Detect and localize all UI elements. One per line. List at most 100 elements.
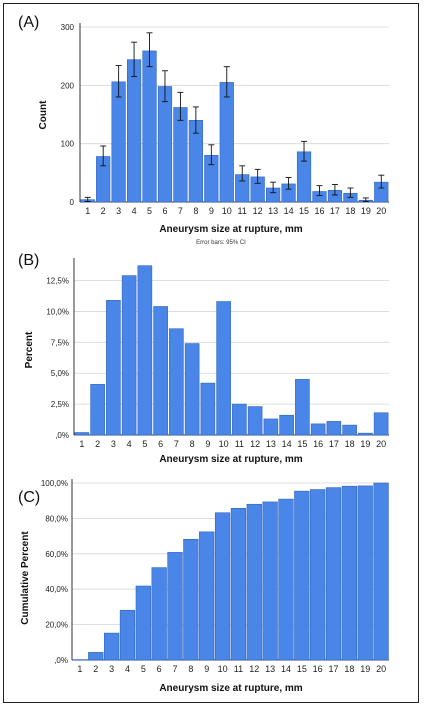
x-tick-label: 9 — [209, 206, 214, 216]
bar-7 — [169, 328, 184, 436]
panel-letter-a: (A) — [18, 14, 39, 31]
bar-4 — [126, 59, 142, 203]
bar-1 — [72, 659, 88, 661]
bar-16 — [310, 489, 326, 661]
x-tick-label: 13 — [265, 664, 275, 674]
bar-15 — [294, 490, 310, 661]
x-tick-label: 5 — [147, 206, 152, 216]
x-tick-label: 10 — [218, 664, 228, 674]
bar-15 — [295, 379, 310, 436]
y-tick-label: 7,5% — [51, 338, 69, 347]
y-axis-title-a: Count — [38, 100, 49, 130]
bar-11 — [232, 403, 247, 436]
x-tick-label: 12 — [253, 206, 263, 216]
x-tick-label: 3 — [109, 664, 114, 674]
x-tick-label: 6 — [162, 206, 167, 216]
x-tick-label: 4 — [127, 439, 132, 449]
x-tick-label: 1 — [85, 206, 90, 216]
y-tick-label: 80,0% — [45, 514, 68, 523]
x-tick-label: 11 — [238, 206, 247, 216]
x-tick-label: 7 — [173, 664, 178, 674]
bar-20 — [373, 412, 389, 436]
x-tick-label: 1 — [77, 664, 82, 674]
bar-9 — [199, 531, 215, 661]
bar-20 — [373, 482, 389, 661]
y-tick-label: ,0% — [55, 431, 69, 440]
y-tick-label: 0 — [70, 198, 75, 207]
bar-6 — [153, 306, 168, 436]
x-tick-label: 13 — [268, 206, 278, 216]
bar-18 — [342, 424, 357, 436]
y-tick-label: 10,0% — [46, 307, 69, 316]
bar-11 — [230, 508, 247, 661]
x-tick-label: 9 — [205, 439, 210, 449]
y-tick-label: 300 — [61, 23, 75, 32]
x-tick-label: 15 — [299, 206, 309, 216]
bar-18 — [341, 485, 357, 661]
x-tick-label: 19 — [361, 206, 371, 216]
bar-16 — [310, 423, 326, 436]
x-tick-label: 2 — [101, 206, 106, 216]
bar-5 — [135, 585, 151, 661]
x-tick-label: 10 — [219, 439, 229, 449]
x-tick-label: 17 — [329, 664, 339, 674]
x-tick-label: 19 — [360, 664, 370, 674]
gridlines — [74, 280, 389, 436]
y-axis-title-c: Cumulative Percent — [20, 531, 31, 625]
x-tick-label: 8 — [190, 439, 195, 449]
bar-4 — [121, 275, 137, 436]
bar-13 — [262, 501, 278, 661]
bar-3 — [111, 81, 126, 203]
bar-10 — [214, 512, 231, 661]
bar-8 — [183, 538, 199, 661]
y-tick-label: 60,0% — [45, 550, 68, 559]
x-tick-label: 20 — [376, 439, 386, 449]
x-tick-label: 16 — [313, 439, 323, 449]
y-tick-label: 20,0% — [45, 621, 68, 630]
y-tick-label: 2,5% — [51, 400, 69, 409]
bar-19 — [358, 432, 373, 436]
x-tick-label: 10 — [222, 206, 232, 216]
y-tick-label: 5,0% — [51, 369, 69, 378]
y-tick-label: 40,0% — [45, 585, 68, 594]
x-tick-label: 14 — [282, 439, 292, 449]
bar-5 — [142, 50, 157, 203]
x-tick-label: 16 — [314, 206, 324, 216]
bar-10 — [216, 301, 231, 436]
bar-4 — [119, 609, 136, 661]
x-tick-label: 14 — [281, 664, 291, 674]
y-tick-label: 100,0% — [41, 479, 68, 488]
x-tick-label: 4 — [132, 206, 137, 216]
x-tick-label: 6 — [157, 664, 162, 674]
bar-2 — [90, 384, 105, 436]
error-bar-note: Error bars: 95% CI — [196, 240, 246, 246]
bar-14 — [278, 498, 294, 661]
x-axis-title-a: Aneurysm size at rupture, mm — [159, 224, 302, 235]
x-tick-label: 13 — [266, 439, 276, 449]
x-tick-label: 17 — [329, 439, 339, 449]
bar-17 — [325, 487, 342, 661]
gridlines — [72, 482, 389, 661]
x-tick-label: 3 — [116, 206, 121, 216]
x-tick-label: 11 — [235, 439, 244, 449]
bar-1 — [74, 432, 90, 436]
x-tick-label: 4 — [125, 664, 130, 674]
x-tick-label: 1 — [79, 439, 84, 449]
bar-10 — [219, 82, 234, 203]
x-tick-label: 8 — [188, 664, 193, 674]
x-tick-label: 9 — [204, 664, 209, 674]
bar-12 — [247, 406, 263, 436]
y-tick-label: 100 — [61, 140, 75, 149]
panel-letter-b: (B) — [18, 252, 39, 269]
x-tick-label: 7 — [178, 206, 183, 216]
x-tick-label: 5 — [142, 439, 147, 449]
x-tick-label: 16 — [313, 664, 323, 674]
gridlines — [80, 26, 389, 203]
bar-7 — [167, 552, 183, 661]
bar-5 — [137, 265, 153, 436]
x-tick-label: 15 — [297, 439, 307, 449]
x-tick-label: 12 — [249, 664, 259, 674]
y-tick-label: 200 — [61, 81, 75, 90]
bar-12 — [246, 503, 262, 661]
